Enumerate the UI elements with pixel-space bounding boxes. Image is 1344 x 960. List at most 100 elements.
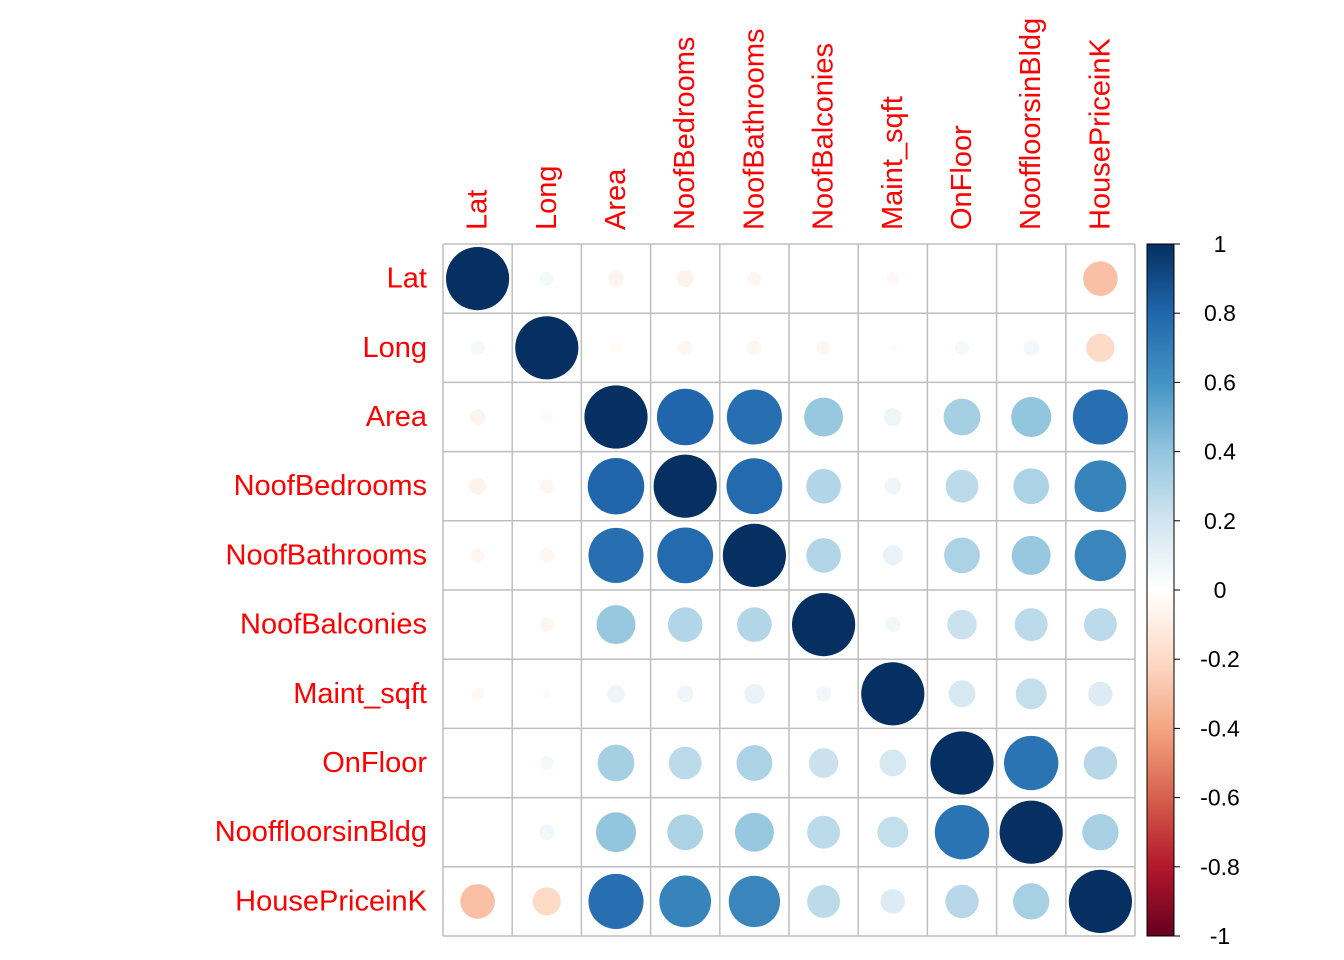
corr-circle [542,689,552,699]
corr-circle [608,270,624,287]
corr-circle [1074,460,1127,513]
corr-circle [678,340,693,355]
column-label: Lat [462,190,494,230]
corr-circle [947,609,977,640]
corr-circle [807,884,841,918]
corr-circle [1083,608,1117,642]
row-label: NoofBathrooms [226,539,428,571]
corr-circle [948,680,976,708]
corr-circle [879,749,907,777]
corr-circle [657,527,714,584]
column-label: Long [531,165,563,230]
column-label: NoofBalconies [808,43,840,230]
row-label: NoofBedrooms [234,470,427,502]
corr-circle [744,683,765,704]
corr-circle [734,812,774,852]
corr-circle [747,271,762,286]
corr-circle [460,884,495,919]
correlation-circles [446,247,1132,934]
row-label: Lat [387,263,427,295]
corr-circle [882,545,903,566]
column-label: OnFloor [946,125,978,230]
colorbar-tick-label: 0.8 [1204,300,1236,326]
corr-circle [877,816,909,848]
corr-circle [883,408,902,426]
column-label: NoofBathrooms [738,29,770,231]
corr-circle [943,398,981,436]
corr-circle [885,616,901,633]
corr-circle [584,385,648,449]
corr-circle [1082,814,1119,851]
corr-circle [676,270,694,287]
corr-circle [815,686,832,702]
row-label: NoofBalconies [240,609,427,641]
corr-circle [1011,535,1051,575]
corr-circle [930,731,994,795]
row-label: NooffloorsinBldg [215,816,427,848]
colorbar-tick-label: -1 [1210,923,1230,949]
corr-circle [736,745,773,781]
column-label: HousePriceinK [1084,38,1116,230]
corr-circle [861,662,925,726]
corr-circle [588,527,644,583]
colorbar-tick-label: -0.6 [1200,785,1240,811]
corr-circle [806,468,841,504]
column-label: NoofBedrooms [669,37,701,230]
corr-circle [1083,746,1118,780]
corr-circle [539,548,554,563]
corr-circle [610,342,622,354]
colorbar-tick-label: 0.2 [1204,508,1236,534]
colorbar-gradient [1146,243,1175,937]
corr-circle [470,340,485,355]
corr-circle [539,755,554,771]
corr-circle [668,746,702,780]
row-label: OnFloor [322,747,427,779]
corr-circle [1013,883,1050,920]
colorbar-tick-label: -0.4 [1200,715,1240,741]
corr-circle [596,812,636,853]
corr-circle [539,271,554,286]
row-label: Maint_sqft [293,678,427,710]
corr-circle [999,800,1063,864]
row-label: Long [362,332,427,364]
corr-circle [667,814,704,851]
corr-circle [1088,681,1113,707]
corr-circle [1015,678,1047,710]
corr-circle [1068,869,1132,934]
column-label: Area [600,168,632,230]
corr-circle [539,479,554,494]
corr-circle [659,875,712,928]
corr-circle [539,617,554,632]
corr-circle [816,340,831,355]
corr-circle [1086,333,1115,362]
column-labels: Lat Long Area NoofBedrooms NoofBathrooms Noof… [462,18,1117,230]
corr-circle [792,593,856,657]
corr-circle [470,548,485,563]
corr-circle [884,477,902,495]
corr-circle [807,815,841,849]
corr-circle [726,389,782,445]
corr-circle [1072,389,1128,445]
corr-circle [471,687,484,701]
row-label: Area [366,401,428,433]
corr-circle [945,469,979,503]
corr-circle [726,458,783,515]
corr-circle [944,537,980,574]
corr-circle [808,748,839,778]
colorbar-tick-label: -0.2 [1200,646,1240,672]
corr-circle [1074,529,1127,582]
corr-circle [676,685,694,703]
corr-circle [539,824,555,840]
colorbar-tick-label: 0.4 [1204,439,1236,465]
corr-circle [880,889,906,914]
corr-circle [587,457,645,515]
corr-circle [747,340,762,355]
corr-circle [1004,735,1059,791]
corr-circle [596,605,636,645]
corr-circle [607,684,625,703]
corr-circle [469,477,486,495]
row-label: HousePriceinK [235,885,427,917]
colorbar: 1 0.8 0.6 0.4 0.2 0 -0.2 -0.4 -0.6 -0.8 -1 [1146,231,1240,949]
corr-circle [722,523,787,588]
corr-circle [469,409,486,425]
